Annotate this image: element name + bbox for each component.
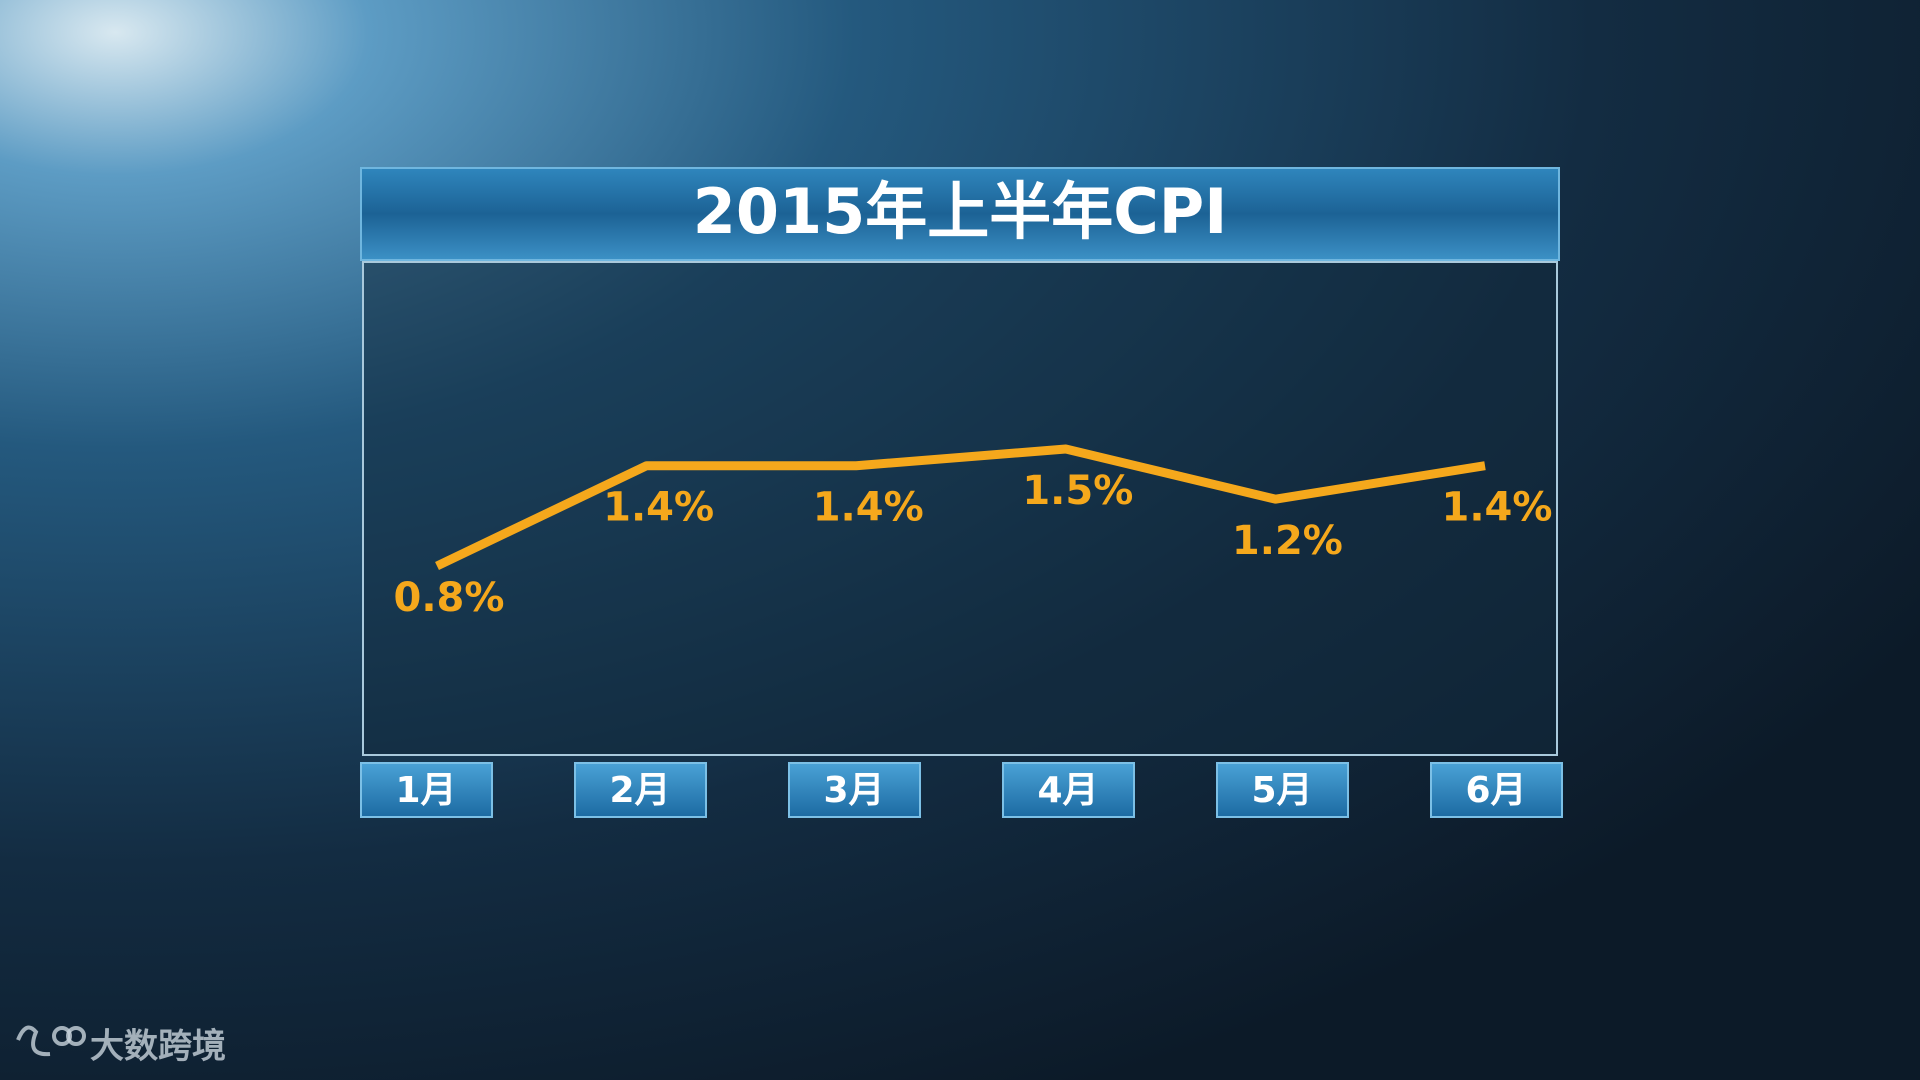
x-tick-label: 6月 [1465, 770, 1526, 811]
value-label: 0.8% [394, 575, 505, 621]
value-label: 1.4% [813, 485, 924, 531]
chart-title: 2015年上半年CPI [693, 175, 1228, 248]
category-box [788, 762, 921, 818]
category-box [1216, 762, 1349, 818]
plot-frame [362, 261, 1558, 756]
value-label: 1.4% [1442, 485, 1553, 531]
x-tick-label: 4月 [1037, 770, 1098, 811]
category-box [1002, 762, 1135, 818]
value-label: 1.5% [1022, 468, 1133, 514]
category-box [574, 762, 707, 818]
x-tick-label: 2月 [609, 770, 670, 811]
x-tick-label: 1月 [395, 770, 456, 811]
category-box [1430, 762, 1563, 818]
watermark: 大数跨境 [90, 1027, 226, 1067]
category-box [360, 762, 493, 818]
x-tick-label: 5月 [1251, 770, 1312, 811]
value-label: 1.4% [603, 485, 714, 531]
watermark-logo [16, 1025, 86, 1057]
title-band [360, 167, 1560, 261]
value-label: 1.2% [1232, 518, 1343, 564]
x-tick-label: 3月 [823, 770, 884, 811]
line [435, 444, 1486, 571]
